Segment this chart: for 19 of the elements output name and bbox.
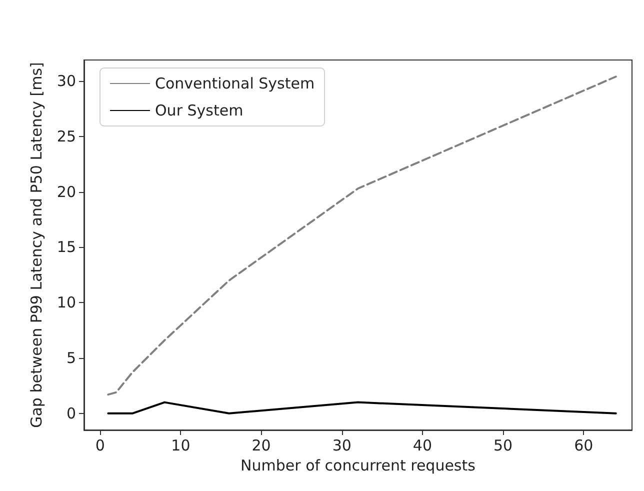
y-tick-label: 10	[56, 294, 76, 312]
x-tick-label: 20	[252, 436, 271, 454]
y-tick-label: 30	[56, 72, 76, 90]
x-tick-label: 0	[95, 436, 105, 454]
x-tick-label: 60	[574, 436, 594, 454]
x-axis-title: Number of concurrent requests	[240, 456, 476, 474]
y-tick-label: 20	[56, 182, 76, 201]
x-tick-label: 10	[171, 436, 190, 454]
line-series	[107, 76, 617, 396]
y-tick-label: 0	[66, 404, 76, 422]
y-tick-label: 5	[66, 348, 76, 367]
x-tick-label: 30	[332, 436, 352, 454]
legend-label: Conventional System	[155, 74, 315, 92]
x-tick-label: 50	[494, 436, 513, 454]
y-axis-title: Gap between P99 Latency and P50 Latency [ms]	[28, 62, 46, 428]
legend-label: Our System	[155, 102, 244, 120]
y-tick-label: 15	[56, 238, 76, 256]
x-tick-label: 40	[412, 436, 432, 454]
y-tick-label: 25	[56, 127, 76, 146]
